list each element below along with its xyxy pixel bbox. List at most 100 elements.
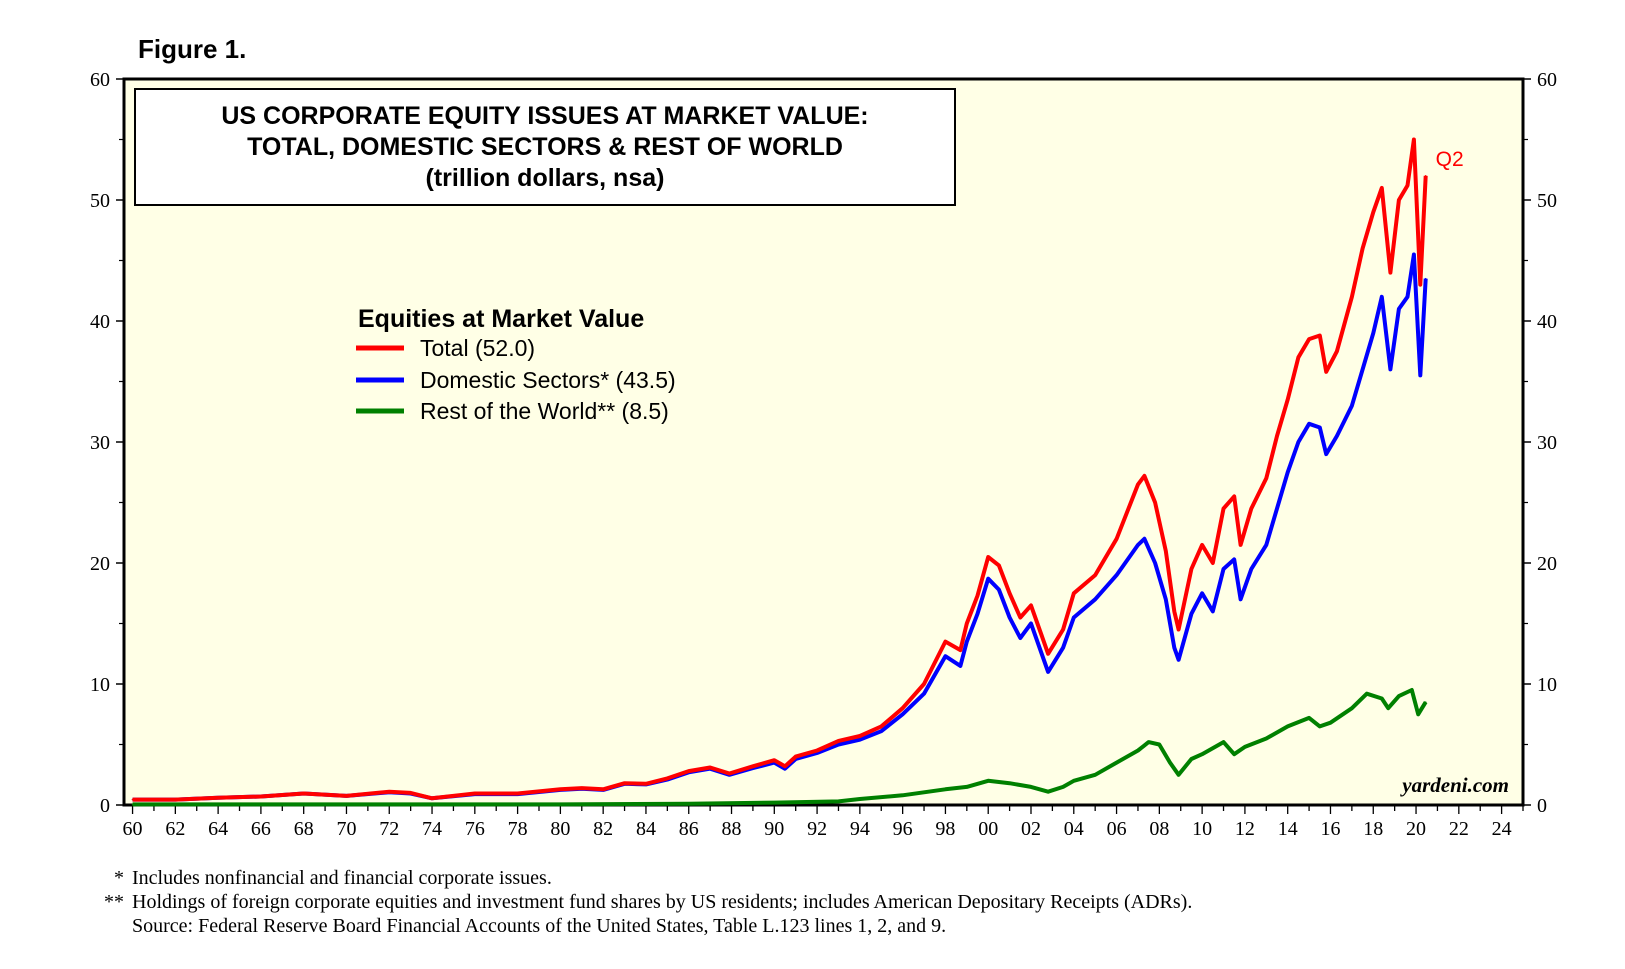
data-point-rest-of-the-world [1366,692,1368,695]
x-tick-label: 02 [1021,818,1041,840]
data-point-rest-of-the-world [1072,780,1075,782]
data-point-total [1154,501,1156,504]
x-tick-label: 18 [1363,818,1383,840]
data-point-rest-of-the-world [1047,790,1049,793]
data-point-total [1190,568,1193,570]
footnote-mark [84,914,132,938]
data-point-domestic-sectors [901,713,904,716]
data-point-domestic-sectors [1094,598,1096,601]
data-point-rest-of-the-world [1030,786,1032,788]
y-tick-label-left: 30 [90,432,110,454]
data-point-total [623,782,626,785]
data-point-total [1286,398,1289,401]
data-point-total [1008,592,1011,595]
data-point-total [966,622,968,625]
data-point-rest-of-the-world [1169,761,1171,764]
data-point-domestic-sectors [1239,598,1242,601]
x-tick-label: 66 [251,818,271,840]
data-point-domestic-sectors [1389,368,1392,371]
data-point-domestic-sectors [1398,308,1400,310]
data-point-domestic-sectors [1297,441,1300,443]
data-point-domestic-sectors [987,577,990,580]
data-point-rest-of-the-world [687,802,690,805]
data-point-domestic-sectors [1413,253,1415,256]
data-point-total [174,798,177,801]
y-tick-label-left: 0 [100,795,110,817]
data-point-rest-of-the-world [966,786,968,788]
data-point-rest-of-the-world [1094,773,1096,776]
x-tick-label: 16 [1320,818,1340,840]
data-point-total [431,797,433,800]
x-tick-label: 98 [935,818,955,840]
data-point-total [1265,477,1268,480]
data-point-total [1336,350,1338,353]
data-point-rest-of-the-world [1244,746,1246,748]
y-tick-label-right: 10 [1537,674,1557,696]
title-line-1: US CORPORATE EQUITY ISSUES AT MARKET VAL… [221,102,868,130]
data-point-total [987,556,990,558]
data-point-total [1398,199,1400,201]
data-point-total [1062,628,1064,631]
x-tick-label: 62 [165,818,185,840]
data-point-total [880,725,883,728]
data-point-domestic-sectors [1419,374,1422,377]
x-tick-label: 60 [123,818,143,840]
data-point-total [1381,187,1383,189]
data-point-total [1143,475,1146,477]
data-point-total [794,755,797,758]
data-point-domestic-sectors [1040,652,1043,655]
data-point-domestic-sectors [1351,404,1353,407]
data-point-domestic-sectors [1008,616,1011,619]
data-point-total [1424,175,1427,177]
data-point-domestic-sectors [1062,646,1064,649]
data-point-total [1164,550,1167,552]
data-point-domestic-sectors [1308,423,1310,425]
data-point-total [687,770,690,772]
footnote-text: Holdings of foreign corporate equities a… [132,891,1193,913]
data-point-domestic-sectors [1250,568,1253,570]
data-point-domestic-sectors [1325,453,1327,455]
data-point-domestic-sectors [1115,574,1118,576]
data-point-total [901,707,904,709]
data-point-domestic-sectors [1424,277,1427,280]
data-point-total [1019,616,1022,619]
x-tick-label: 04 [1064,818,1084,840]
x-tick-label: 90 [764,818,784,840]
data-point-domestic-sectors [1265,544,1268,546]
data-point-total [1177,628,1180,631]
y-tick-label-left: 10 [90,674,110,696]
data-point-total [131,798,134,801]
data-point-domestic-sectors [1177,659,1180,661]
data-point-total [516,792,519,795]
footnote-2: ** Holdings of foreign corporate equitie… [84,890,1192,914]
data-point-domestic-sectors [998,588,1000,591]
data-point-rest-of-the-world [131,803,134,806]
x-tick-label: 08 [1149,818,1169,840]
data-point-total [1239,544,1242,546]
title-line-2: TOTAL, DOMESTIC SECTORS & REST OF WORLD [247,133,843,161]
data-point-total [1047,652,1049,655]
data-point-total [816,749,818,752]
data-point-domestic-sectors [1019,637,1022,639]
x-tick-label: 14 [1278,818,1298,840]
y-tick-label-right: 50 [1537,190,1557,212]
data-point-domestic-sectors [1372,332,1375,334]
x-tick-label: 88 [722,818,742,840]
data-point-domestic-sectors [859,738,861,741]
data-point-rest-of-the-world [987,780,990,782]
data-point-total [1413,138,1415,141]
y-tick-label-left: 60 [90,69,110,91]
data-point-rest-of-the-world [1137,749,1139,752]
data-point-total [1297,356,1300,359]
footnote-source: Source: Federal Reserve Board Financial … [84,914,1192,938]
data-point-rest-of-the-world [1424,701,1427,703]
data-point-rest-of-the-world [1147,741,1150,743]
data-point-rest-of-the-world [1233,753,1236,755]
data-point-rest-of-the-world [559,803,562,806]
title-line-3: (trillion dollars, nsa) [426,164,665,192]
series-line-total [132,137,1428,802]
data-point-rest-of-the-world [944,788,947,791]
data-point-total [602,788,604,791]
